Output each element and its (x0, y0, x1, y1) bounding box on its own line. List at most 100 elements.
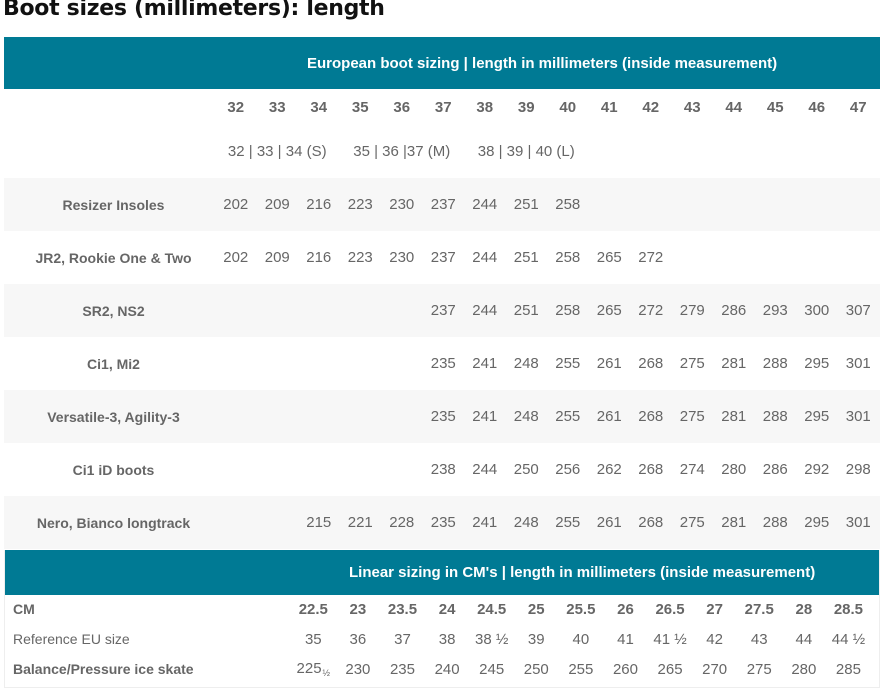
size-header-cell: 38 (476, 98, 494, 116)
table-cell: 42 (706, 630, 723, 648)
table-cell: 248 (513, 355, 539, 372)
size-group-row: 32 | 33 | 34 (S) 35 | 36 |37 (M) 38 | 39 |… (4, 125, 880, 178)
table-cell: 216 (306, 196, 332, 213)
table-cell: 265 (596, 249, 622, 266)
table-cell: 261 (596, 408, 622, 425)
table-row: Resizer Insoles 202 209 216 223 230 237 244 251 2… (4, 178, 880, 231)
table-cell: 230 (345, 660, 371, 678)
row-label: Nero, Bianco longtrack (36, 514, 191, 531)
table-cell: 275 (679, 408, 705, 425)
table-cell: 295 (804, 514, 830, 531)
table-cell: 240 (434, 660, 460, 678)
size-header-cell: 35 (351, 98, 369, 116)
size-group-label: 32 | 33 | 34 (S) (227, 143, 327, 160)
table-cell: 248 (513, 408, 539, 425)
table-cell: 261 (596, 514, 622, 531)
table-cell: 256 (555, 461, 581, 478)
size-header-cell: 32 (227, 98, 245, 116)
table-cell: 250 (513, 461, 539, 478)
table-cell: 301 (845, 408, 871, 425)
table-cell: 223 (347, 249, 373, 266)
size-header-cell: 41 (600, 98, 618, 116)
size-header-cell: 36 (393, 98, 411, 116)
table-cell: 280 (791, 660, 817, 678)
balance-fraction: ½ (322, 668, 331, 678)
table-cell: 307 (845, 302, 871, 319)
cm-row: CM 22.5 23 23.5 24 24.5 25 25.5 26 26.5 27 27.5 28 28… (5, 594, 879, 624)
table-cell: 223 (347, 196, 373, 213)
linear-sizing-table: Linear sizing in CM's | length in millim… (4, 550, 880, 688)
table-cell: 258 (555, 196, 581, 213)
table-cell: 251 (513, 249, 539, 266)
table-cell: 285 (835, 660, 861, 678)
table-cell: 245 (479, 660, 505, 678)
table-cell: 215 (306, 514, 332, 531)
table-cell: 228 (389, 514, 415, 531)
table-cell: 237 (430, 249, 456, 266)
table-cell: 255 (555, 408, 581, 425)
table-cell: 244 (472, 249, 498, 266)
table-cell: 258 (555, 302, 581, 319)
size-group-label: 35 | 36 |37 (M) (353, 143, 451, 160)
table-cell: 275 (679, 355, 705, 372)
table-cell: 237 (430, 196, 456, 213)
european-table-header: European boot sizing | length in millime… (4, 37, 880, 89)
size-header-row: 32 33 34 35 36 37 38 39 40 41 42 43 44 45 46 47 (4, 89, 880, 125)
table-cell: 292 (804, 461, 830, 478)
table-cell: 36 (349, 630, 367, 648)
size-header-cell: 47 (849, 98, 867, 116)
table-cell: 27 (706, 600, 723, 618)
table-cell: 244 (472, 461, 498, 478)
table-cell: 241 (472, 514, 498, 531)
table-cell: 272 (638, 249, 664, 266)
table-cell: 275 (679, 514, 705, 531)
table-cell: 44 (795, 630, 813, 648)
page-title: Boot sizes (millimeters): length (3, 0, 385, 21)
table-row: Ci1 iD boots 238 244 250 256 262 268 274 280 286 2… (4, 443, 880, 496)
table-cell: 41 (617, 630, 634, 648)
table-cell: 268 (638, 461, 664, 478)
row-label: Ci1 iD boots (72, 461, 155, 478)
table-cell: 272 (638, 302, 664, 319)
table-cell: 230 (389, 249, 415, 266)
table-cell: 28 (795, 600, 813, 618)
linear-table-header: Linear sizing in CM's | length in millim… (5, 550, 879, 595)
table-row: Versatile-3, Agility-3 235 241 248 255 261 268… (4, 390, 880, 443)
size-header-cell: 34 (310, 98, 328, 116)
size-group-label: 38 | 39 | 40 (L) (477, 143, 575, 160)
table-cell: 24 (438, 600, 456, 618)
size-header-cell: 37 (434, 98, 452, 116)
table-cell: 281 (721, 514, 747, 531)
table-cell: 261 (596, 355, 622, 372)
table-cell: 22.5 (298, 600, 328, 618)
table-cell: 255 (568, 660, 594, 678)
table-row: SR2, NS2 237 244 251 258 265 272 279 286 293 300 30… (4, 284, 880, 337)
table-cell: 216 (306, 249, 332, 266)
table-cell: 44 ½ (831, 630, 866, 648)
table-cell: 238 (430, 461, 456, 478)
table-cell: 251 (513, 196, 539, 213)
table-cell: 28.5 (833, 600, 864, 618)
table-cell: 286 (721, 302, 747, 319)
table-cell: 221 (347, 514, 373, 531)
table-cell: 38 ½ (474, 630, 509, 648)
row-label: CM (13, 601, 35, 617)
table-cell: 255 (555, 514, 581, 531)
row-label: Resizer Insoles (62, 196, 165, 213)
table-cell: 248 (513, 514, 539, 531)
table-cell: 265 (596, 302, 622, 319)
table-cell: 250 (523, 660, 549, 678)
table-cell: 24.5 (477, 600, 507, 618)
size-header-cell: 45 (766, 98, 784, 116)
table-cell: 295 (804, 408, 830, 425)
table-row: Ci1, Mi2 235 241 248 255 261 268 275 281 288 295 30… (4, 337, 880, 390)
table-cell: 298 (845, 461, 871, 478)
cell-value: 225 (296, 660, 322, 677)
european-sizing-table: European boot sizing | length in millime… (4, 37, 880, 549)
table-cell: 25 (527, 600, 545, 618)
table-cell: 260 (612, 660, 638, 678)
table-cell: 265 (657, 660, 683, 678)
table-cell: 301 (845, 355, 871, 372)
table-cell: 202 (223, 196, 249, 213)
table-cell: 280 (721, 461, 747, 478)
